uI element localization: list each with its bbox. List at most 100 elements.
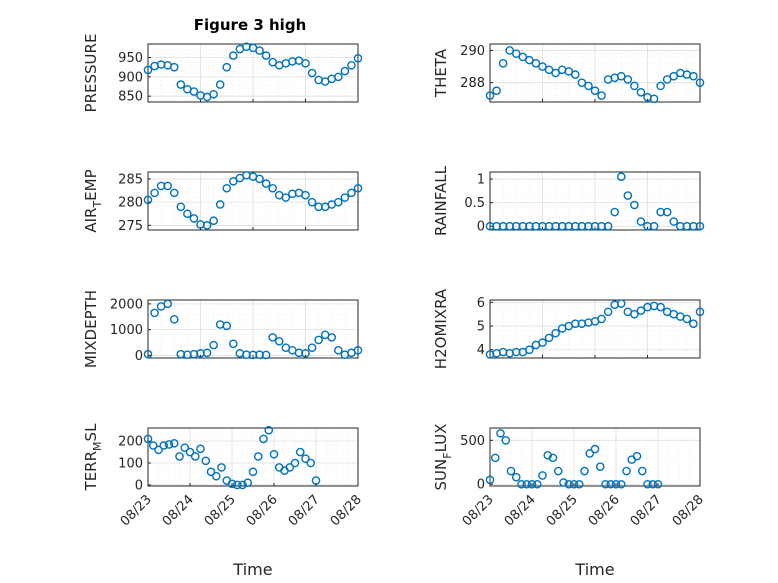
figure-title: Figure 3 high (194, 16, 307, 34)
data-point (559, 478, 568, 487)
data-point (580, 466, 589, 476)
y-tick-label: 900 (118, 70, 143, 85)
data-point (334, 72, 343, 82)
data-point (238, 480, 247, 490)
data-point (189, 214, 199, 223)
data-point (695, 307, 705, 317)
series-terr_msl (143, 425, 321, 490)
data-point (636, 88, 646, 97)
data-point (616, 299, 626, 308)
data-point (306, 458, 316, 468)
data-point (143, 195, 153, 205)
data-point (281, 193, 291, 202)
data-point (154, 445, 163, 455)
data-point (622, 466, 631, 476)
data-point (525, 345, 534, 355)
data-point (327, 333, 337, 342)
data-point (506, 466, 516, 476)
data-point (544, 65, 554, 75)
data-point (689, 319, 698, 328)
subplot-sun_flux: 0 500 08/23 08/24 08/25 08/26 08/27 08/28 SUNFLU… (432, 424, 707, 579)
data-point (211, 471, 221, 481)
data-point (527, 479, 537, 489)
data-point (307, 343, 317, 352)
series-pressure (143, 42, 363, 102)
data-point (163, 181, 172, 191)
data-point (498, 59, 508, 68)
y-tick-label: 5 (477, 320, 485, 335)
data-point (553, 466, 563, 476)
data-point (248, 467, 258, 477)
data-point (595, 462, 605, 471)
data-point (209, 89, 218, 99)
data-point (649, 94, 659, 104)
data-point (637, 466, 647, 476)
data-point (255, 174, 264, 184)
data-point (150, 188, 159, 198)
data-point (597, 314, 606, 324)
data-point (632, 451, 642, 461)
ylabel-subscript: T (91, 201, 104, 209)
data-point (538, 62, 547, 71)
data-point (347, 60, 356, 70)
data-point (669, 217, 679, 226)
data-point (353, 345, 363, 355)
subplot-terr_msl: 0 100 200 08/23 08/24 08/25 08/26 08/27 08/28 TER… (82, 423, 365, 579)
data-point (601, 479, 610, 489)
ylabel-part: EMP (82, 169, 100, 200)
data-point (183, 209, 192, 219)
x-axis-label: Time (574, 560, 614, 579)
y-tick-label: 200 (118, 435, 143, 450)
y-tick-label: 290 (460, 44, 485, 59)
data-point (301, 349, 310, 358)
data-point (531, 59, 541, 68)
y-tick-label: 280 (118, 196, 143, 211)
y-tick-label: 950 (118, 51, 143, 66)
data-point (215, 80, 225, 89)
data-point (150, 308, 159, 318)
subplot-air_temp: 275 280 285 AIRTEMP (82, 169, 363, 234)
data-point (301, 190, 310, 200)
data-point (229, 51, 238, 60)
data-point (662, 207, 672, 217)
data-point (229, 176, 238, 186)
data-point (643, 479, 652, 489)
data-point (334, 345, 343, 355)
data-point (636, 217, 646, 226)
data-point (264, 425, 274, 435)
grid (147, 44, 359, 102)
ylabel-part: AIR (82, 208, 100, 233)
y-axis-label: AIRTEMP (82, 169, 104, 232)
x-tick-label: 08/24 (502, 492, 539, 529)
x-tick-label: 08/25 (544, 492, 581, 529)
y-tick-label: 275 (118, 219, 143, 234)
data-point (209, 216, 218, 226)
series-h2omixra (485, 299, 705, 359)
ylabel-part: SUN (432, 459, 450, 491)
data-point (307, 68, 317, 78)
data-point (564, 479, 574, 489)
data-point (243, 478, 253, 488)
y-axis-label: MIXDEPTH (82, 290, 100, 368)
ylabel-part: H2OMIXRA (432, 288, 450, 369)
data-point (307, 197, 317, 207)
subplot-pressure: 850 900 950 PRESSURE (82, 34, 363, 112)
data-point (689, 71, 698, 81)
data-point (584, 81, 593, 91)
data-point (525, 55, 534, 65)
y-tick-label: 288 (460, 76, 485, 91)
data-point (261, 350, 271, 360)
data-point (656, 81, 665, 91)
data-point (169, 188, 179, 198)
grid (489, 172, 701, 230)
data-point (176, 202, 186, 212)
data-point (551, 68, 560, 78)
data-point (334, 197, 343, 207)
data-point (314, 335, 323, 345)
data-point (253, 452, 263, 461)
data-point (649, 221, 659, 231)
data-point (268, 183, 277, 193)
data-point (185, 447, 195, 457)
data-point (517, 479, 526, 489)
